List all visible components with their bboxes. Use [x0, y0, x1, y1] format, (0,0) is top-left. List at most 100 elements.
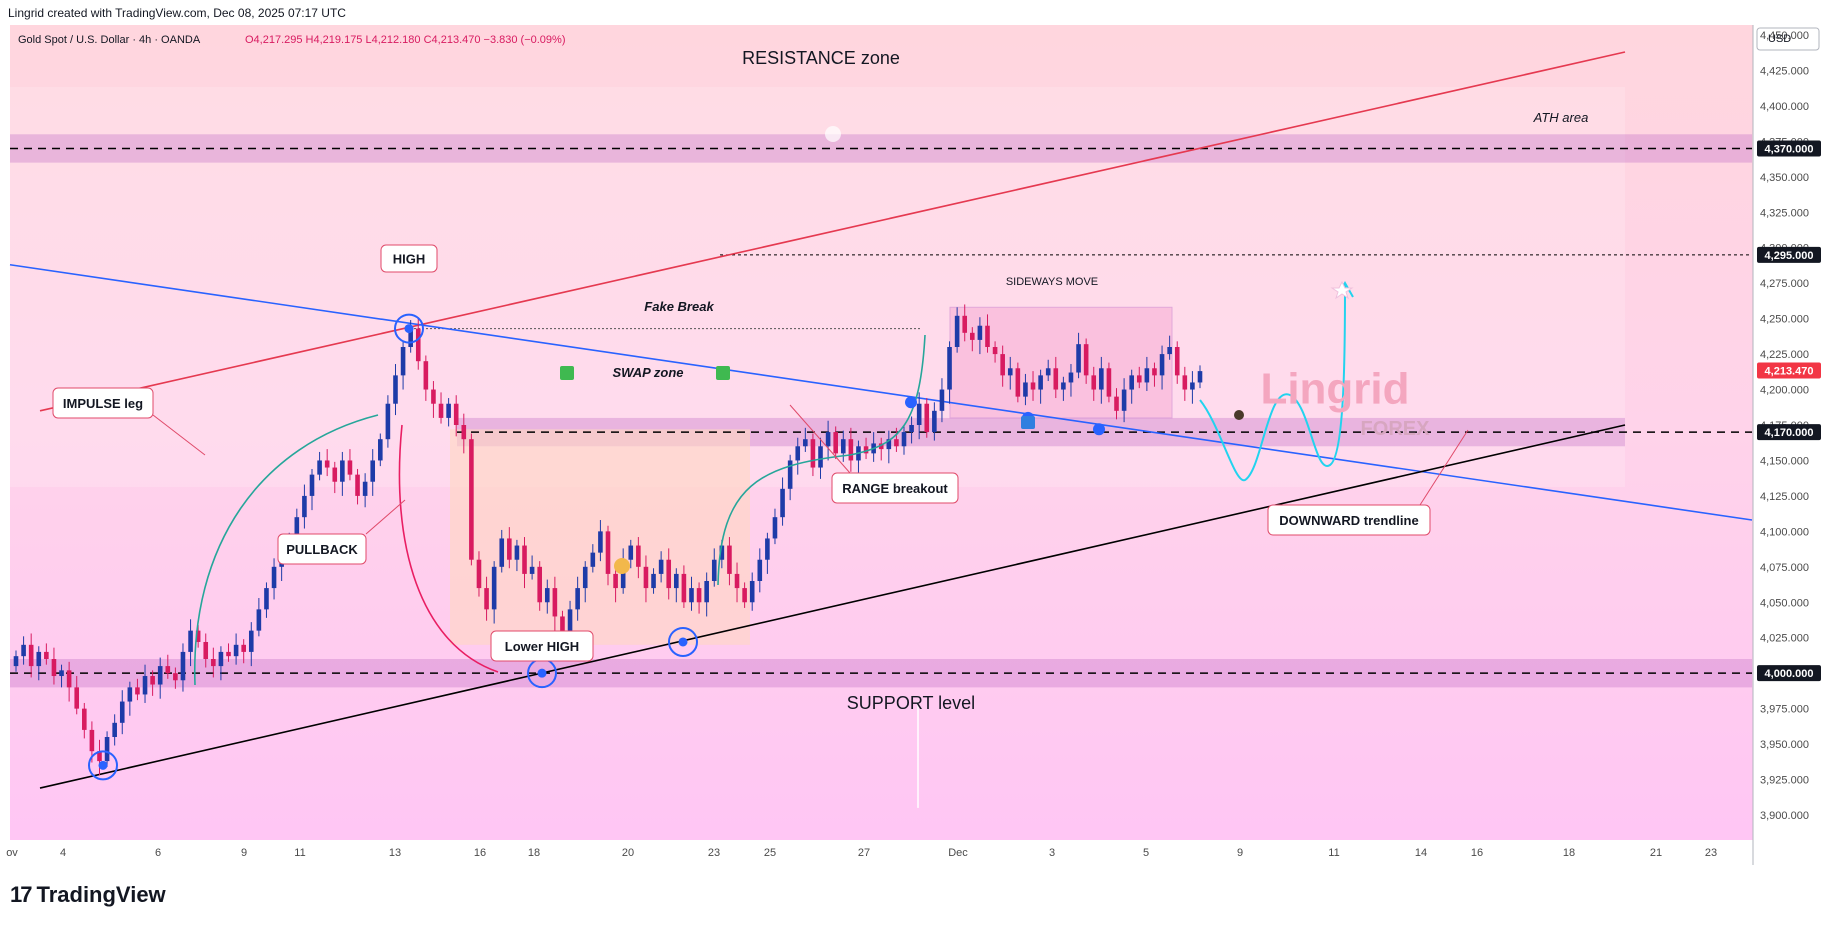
candle-body	[977, 325, 983, 340]
price-label-bg	[1757, 140, 1821, 157]
tradingview-brand: 17 TradingView	[10, 882, 166, 908]
candle-body	[962, 315, 968, 333]
candle-body	[1045, 368, 1051, 376]
candle-body	[119, 701, 125, 723]
candle-body	[211, 659, 216, 667]
candle-body	[248, 630, 254, 652]
price-label-bg	[1757, 665, 1821, 682]
y-tick-label: 4,400.000	[1760, 101, 1809, 113]
candle-body	[552, 588, 558, 617]
range-breakout-label: RANGE breakout	[842, 481, 948, 496]
candle-body	[514, 545, 520, 560]
candle-body	[1190, 382, 1195, 390]
x-tick-label: 11	[1328, 847, 1339, 859]
candle-body	[362, 481, 368, 496]
candle-body	[878, 443, 884, 450]
candle-body	[1121, 389, 1127, 411]
candle-body	[529, 566, 535, 574]
currency-box[interactable]	[1756, 27, 1820, 51]
candle-body	[104, 737, 110, 762]
candle-body	[636, 545, 641, 567]
candle-body	[696, 588, 702, 603]
price-label-bg	[1757, 424, 1821, 441]
x-tick-label: 9	[241, 847, 247, 859]
pivot-circle	[394, 313, 424, 344]
pullback-arrow	[398, 424, 499, 673]
down-arrow-icon	[825, 126, 841, 142]
resistance-trendline	[39, 51, 1626, 412]
candle-body	[560, 616, 565, 631]
candle-body	[932, 410, 937, 433]
check-icon	[560, 366, 574, 380]
candle-body	[431, 389, 436, 404]
chart-created-by: Lingrid created with TradingView.com, De…	[8, 6, 346, 20]
fake-break-label: Fake Break	[644, 299, 714, 314]
candle-body	[491, 566, 497, 610]
pivot-circle	[88, 750, 118, 781]
support-level-label: SUPPORT level	[847, 693, 975, 713]
y-tick-label: 4,200.000	[1760, 385, 1809, 397]
x-tick-label: 6	[155, 847, 161, 859]
candle-body	[1023, 382, 1028, 397]
x-tick-label: 21	[1650, 847, 1662, 859]
candle-body	[666, 559, 672, 589]
candle-body	[1144, 368, 1150, 383]
candle-body	[142, 676, 148, 695]
candle-body	[507, 538, 512, 560]
candle-body	[704, 581, 709, 603]
candle-body	[598, 531, 603, 553]
x-tick-label: 23	[1705, 847, 1717, 859]
candle-body	[1167, 347, 1172, 355]
candle-body	[340, 460, 345, 482]
candle-body	[446, 403, 451, 418]
candle-body	[1182, 375, 1188, 390]
candle-body	[438, 403, 444, 418]
candle-body	[165, 666, 171, 674]
y-tick-label: 4,450.000	[1760, 30, 1809, 42]
candle-body	[135, 687, 140, 695]
candle-body	[82, 708, 87, 730]
candle-body	[203, 641, 209, 659]
downward-trendline-label: DOWNWARD trendline	[1279, 513, 1418, 528]
x-tick-label: ov	[6, 847, 18, 859]
candle-body	[863, 446, 869, 454]
candle-body	[332, 467, 338, 482]
candle-body	[44, 651, 49, 659]
candle-body	[901, 432, 907, 447]
candle-body	[734, 573, 740, 589]
y-tick-label: 4,075.000	[1760, 562, 1809, 574]
candle-body	[1038, 375, 1043, 390]
support-trendline	[39, 424, 1626, 789]
candle-body	[590, 552, 596, 567]
high-label: HIGH	[393, 252, 426, 267]
candle-body	[1099, 368, 1104, 390]
candle-body	[469, 439, 474, 560]
pivot-dot	[678, 637, 688, 647]
range-breakout-label-box	[831, 472, 959, 504]
candle-body	[1159, 354, 1165, 376]
y-tick-label: 4,425.000	[1760, 65, 1809, 77]
tradingview-brand-label: TradingView	[36, 882, 166, 907]
pullback-label-pointer	[365, 499, 406, 535]
candle-body	[1129, 375, 1134, 390]
candle-body	[787, 460, 793, 489]
x-tick-label: Dec	[948, 847, 968, 859]
candle-body	[894, 439, 899, 447]
candle-body	[947, 347, 952, 390]
candle-body	[1068, 372, 1074, 383]
candle-body	[453, 403, 459, 425]
candle-body	[1106, 368, 1112, 397]
pivot-dot	[404, 324, 414, 334]
candle-body	[674, 573, 679, 589]
lower-high-label: Lower HIGH	[505, 639, 579, 654]
candle-body	[476, 559, 482, 589]
check-icon	[716, 366, 730, 380]
candle-body	[36, 651, 42, 667]
x-tick-label: 20	[622, 847, 634, 859]
candle-body	[423, 361, 429, 390]
pivot-dot	[537, 668, 547, 678]
x-tick-label: 25	[764, 847, 776, 859]
price-chart[interactable]: Gold Spot / U.S. Dollar · 4h · OANDA O4,…	[0, 25, 1835, 895]
high-label-box	[380, 244, 438, 273]
impulse-leg-label: IMPULSE leg	[63, 396, 143, 411]
